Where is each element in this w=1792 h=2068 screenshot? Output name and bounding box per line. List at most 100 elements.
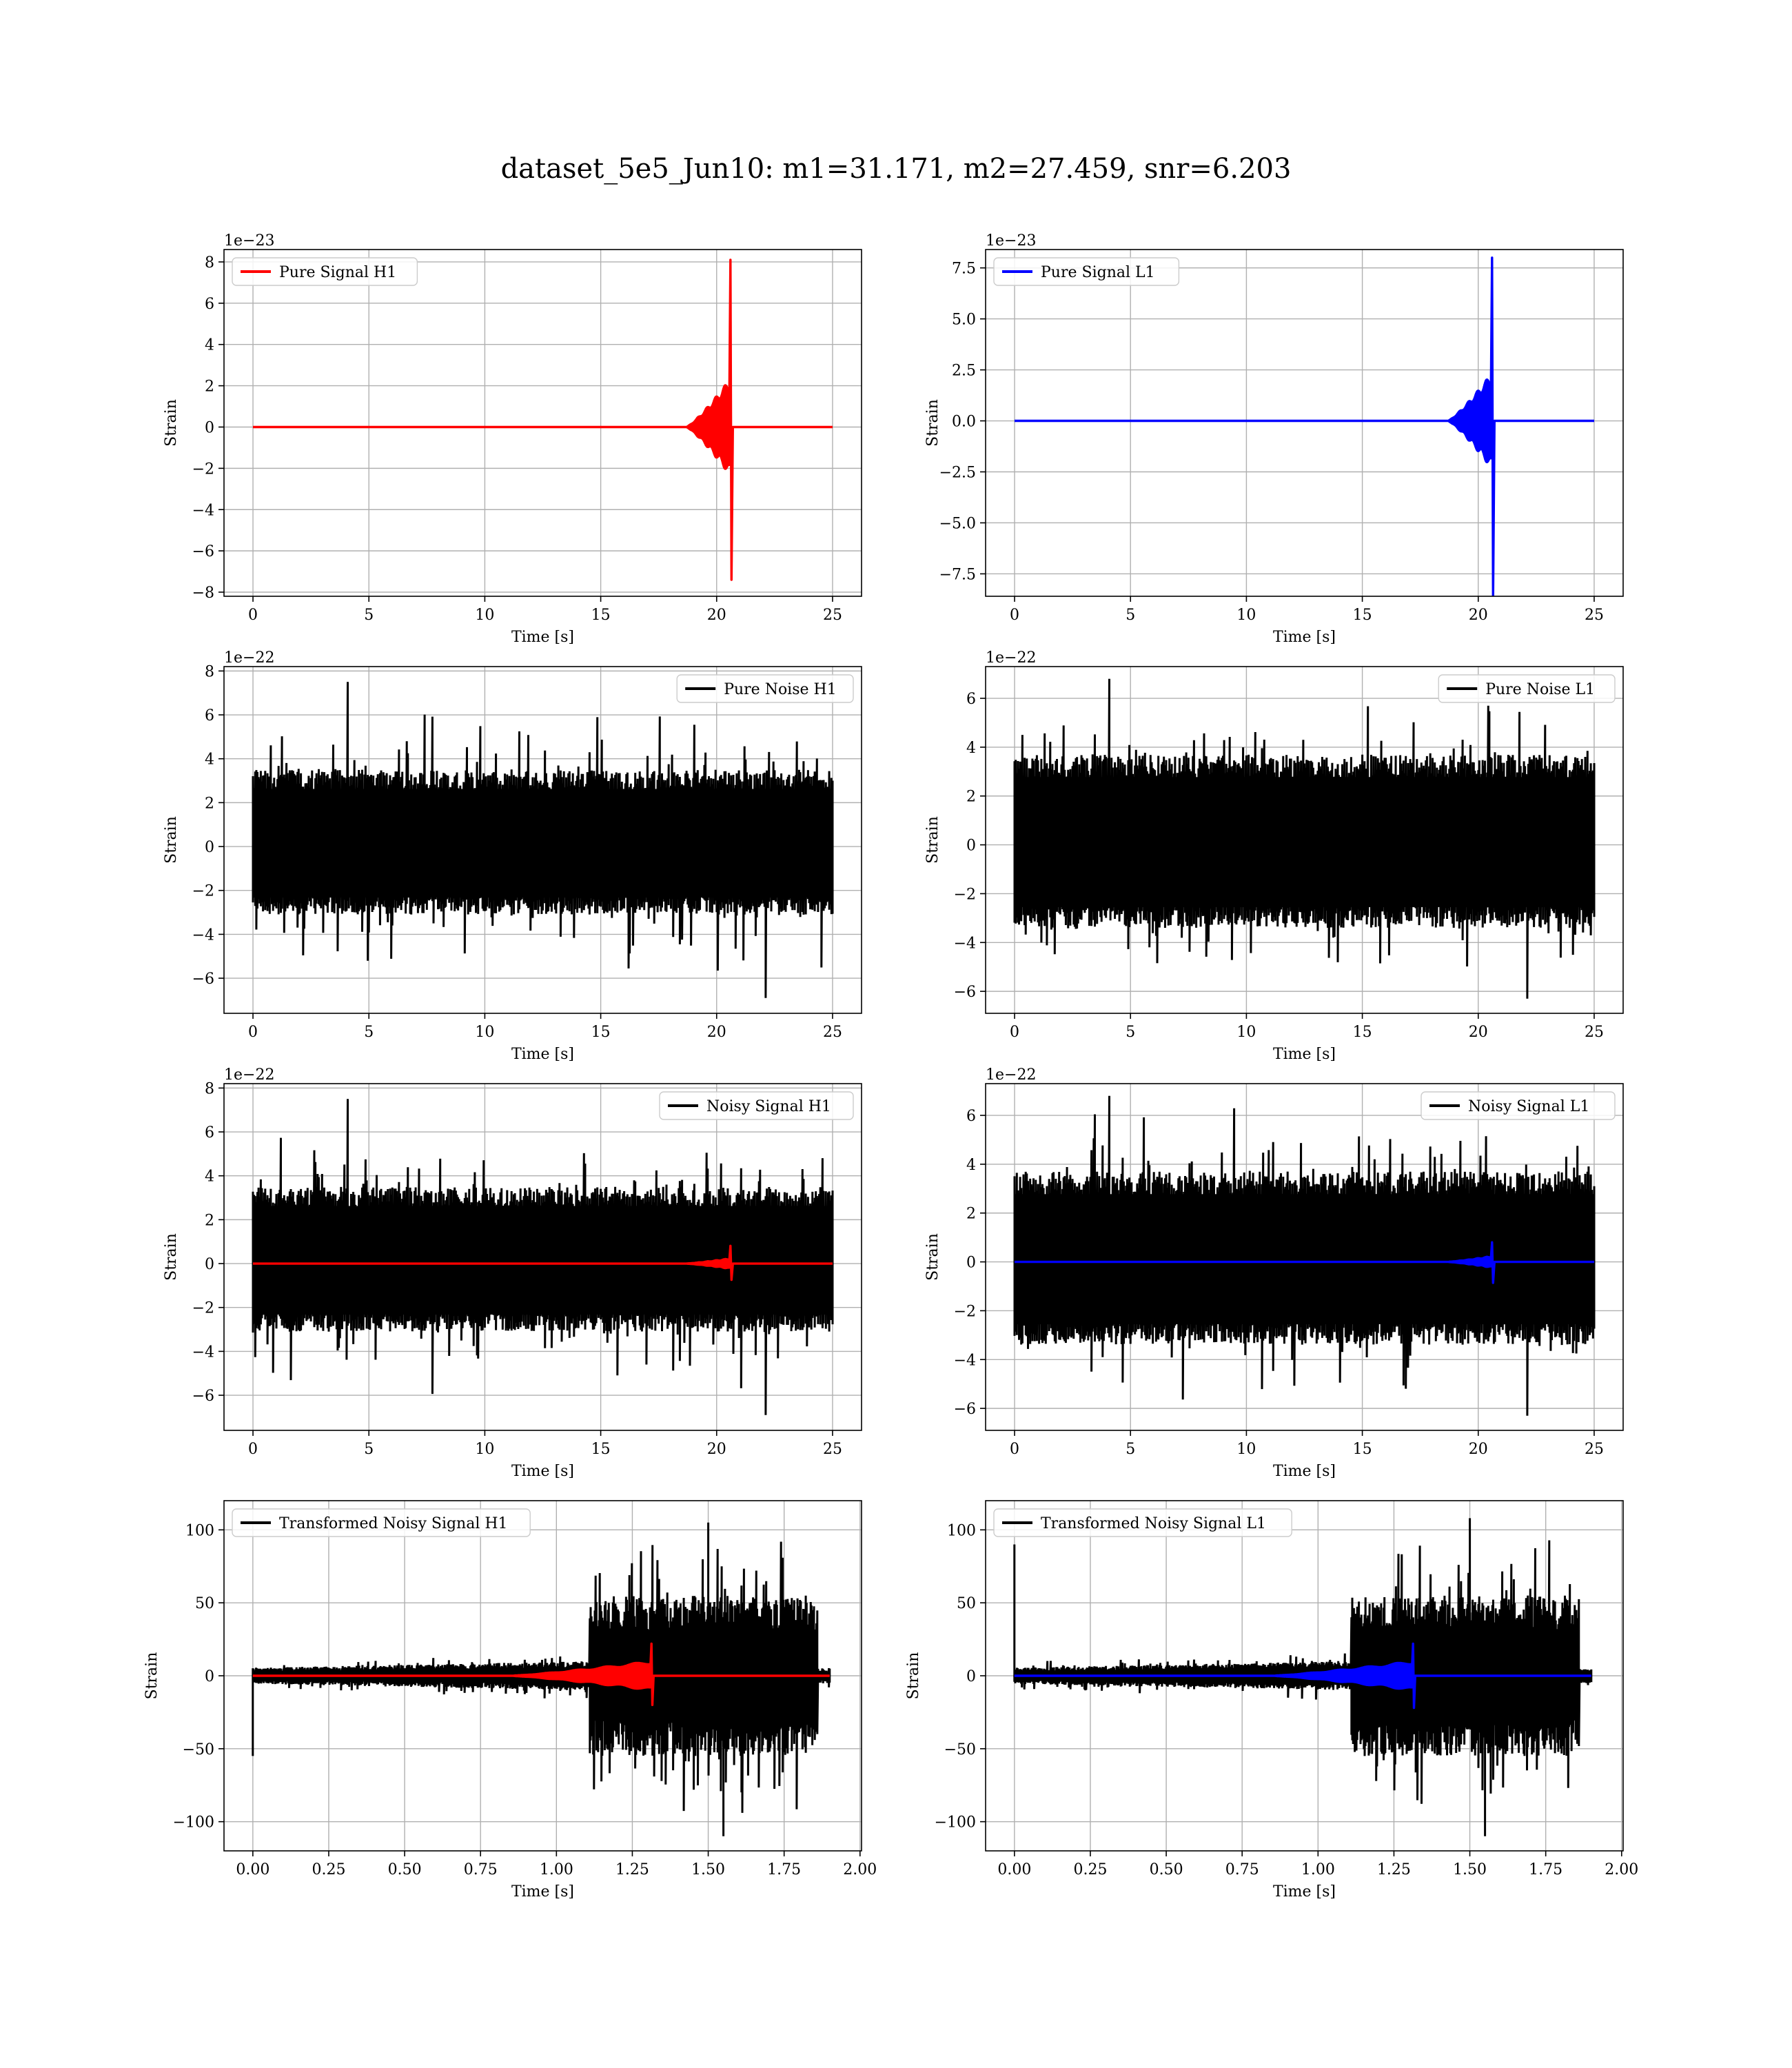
- x-tick-label: 0.50: [388, 1861, 422, 1878]
- x-tick-label: 5: [364, 1024, 374, 1041]
- y-tick-label: 0: [205, 419, 214, 436]
- y-tick-label: −100: [173, 1814, 214, 1832]
- x-axis-label: Time [s]: [1273, 1463, 1336, 1480]
- legend-label: Noisy Signal H1: [706, 1098, 831, 1115]
- y-tick-label: 0: [205, 1256, 214, 1273]
- x-tick-label: 25: [1585, 1441, 1604, 1458]
- y-tick-label: −2: [954, 1303, 976, 1320]
- y-tick-label: −4: [954, 1352, 976, 1369]
- y-tick-label: −2.5: [939, 465, 976, 482]
- axes-frame: [985, 1083, 1624, 1431]
- plot-area: [1015, 256, 1594, 596]
- y-tick-label: 2: [205, 378, 214, 396]
- legend-box: [232, 1508, 531, 1537]
- legend-label: Pure Noise H1: [724, 681, 837, 698]
- subplot-4: 0 5 10 15 20 25 −6 −4 −2 0 2 4 6 Time [s] Strain 1e−22 P…: [924, 649, 1624, 1063]
- series-line: [1014, 1642, 1591, 1710]
- x-tick-label: 15: [591, 607, 611, 624]
- x-tick-label: 5: [1126, 1024, 1135, 1041]
- axes-frame: [985, 249, 1624, 597]
- legend: Transformed Noisy Signal L1: [993, 1508, 1292, 1537]
- series-line: [252, 682, 834, 998]
- x-tick-label: 1.75: [1529, 1861, 1562, 1878]
- legend-box: [676, 674, 854, 703]
- legend-label: Pure Signal H1: [279, 264, 396, 281]
- y-tick-label: 4: [205, 337, 214, 354]
- x-tick-label: 2.00: [1605, 1861, 1638, 1878]
- y-axis-label: Strain: [163, 1233, 180, 1281]
- x-tick-label: 0: [1010, 607, 1019, 624]
- y-tick-label: 100: [185, 1522, 214, 1539]
- y-tick-label: 5.0: [952, 312, 976, 329]
- legend-box: [993, 1508, 1292, 1537]
- y-axis-label: Strain: [924, 816, 941, 864]
- legend: Pure Noise H1: [676, 674, 854, 703]
- series-line: [253, 1244, 833, 1281]
- subplot-3: 0 5 10 15 20 25 −6 −4 −2 0 2 4 6 8 Time [s] Strain 1e−22…: [163, 649, 862, 1063]
- axes-frame: [223, 666, 862, 1014]
- series-line: [252, 1642, 830, 1706]
- y-tick-label: −4: [192, 1344, 214, 1361]
- x-tick-label: 0.25: [312, 1861, 345, 1878]
- y-tick-label: 2: [205, 1212, 214, 1229]
- axis-offset-text: 1e−22: [986, 1066, 1036, 1084]
- x-tick-label: 15: [1353, 1024, 1372, 1041]
- x-tick-label: 0.25: [1073, 1861, 1107, 1878]
- x-tick-label: 25: [1585, 607, 1604, 624]
- y-tick-label: 0.0: [952, 414, 976, 431]
- y-tick-label: 8: [205, 663, 214, 680]
- y-tick-label: 50: [957, 1595, 976, 1612]
- legend: Noisy Signal L1: [1421, 1091, 1616, 1120]
- y-tick-label: −7.5: [939, 566, 976, 583]
- x-tick-label: 1.50: [691, 1861, 725, 1878]
- y-tick-label: −50: [183, 1741, 214, 1758]
- y-tick-label: 4: [205, 1168, 214, 1186]
- x-tick-label: 10: [1236, 1024, 1256, 1041]
- y-tick-label: −2: [192, 1300, 214, 1317]
- series-line: [252, 1099, 834, 1415]
- y-tick-label: 8: [205, 254, 214, 272]
- plot-area: [252, 682, 834, 998]
- x-tick-label: 10: [1236, 1441, 1256, 1458]
- x-tick-label: 25: [823, 1441, 842, 1458]
- x-tick-label: 1.50: [1453, 1861, 1487, 1878]
- x-tick-label: 1.00: [540, 1861, 573, 1878]
- subplot-1: 0 5 10 15 20 25 −8 −6 −4 −2 0 2 4 6 8 Time [s] Strain 1e−…: [163, 232, 862, 646]
- x-tick-label: 5: [1126, 1441, 1135, 1458]
- plot-area: [1013, 1518, 1593, 1836]
- y-tick-label: −4: [954, 935, 976, 952]
- subplot-7: 0.00 0.25 0.50 0.75 1.00 1.25 1.50 1.75 2.00 −100…: [143, 1500, 877, 1900]
- y-tick-label: −2: [954, 886, 976, 903]
- plot-area: [252, 1522, 831, 1836]
- x-tick-label: 15: [1353, 1441, 1372, 1458]
- y-axis-label: Strain: [163, 399, 180, 447]
- y-tick-label: 2: [966, 1206, 976, 1223]
- x-tick-label: 0: [248, 1024, 258, 1041]
- y-axis-label: Strain: [924, 1233, 941, 1281]
- axis-offset-text: 1e−22: [986, 649, 1036, 667]
- x-tick-label: 20: [707, 1024, 726, 1041]
- x-tick-label: 20: [1469, 1441, 1488, 1458]
- x-tick-label: 0.00: [997, 1861, 1031, 1878]
- y-tick-label: −6: [192, 971, 214, 988]
- legend: Transformed Noisy Signal H1: [232, 1508, 531, 1537]
- y-tick-label: −50: [944, 1741, 976, 1758]
- legend: Noisy Signal H1: [659, 1091, 854, 1120]
- axis-offset-text: 1e−22: [224, 649, 274, 667]
- y-tick-label: −100: [935, 1814, 976, 1832]
- x-tick-label: 10: [475, 1024, 494, 1041]
- x-tick-label: 0: [1010, 1024, 1019, 1041]
- x-tick-label: 0: [1010, 1441, 1019, 1458]
- x-tick-label: 25: [1585, 1024, 1604, 1041]
- y-tick-label: 50: [195, 1595, 214, 1612]
- x-tick-label: 5: [364, 1441, 374, 1458]
- x-tick-label: 15: [1353, 607, 1372, 624]
- y-tick-label: 0: [966, 1668, 976, 1685]
- y-tick-label: 0: [966, 1255, 976, 1272]
- axis-offset-text: 1e−23: [986, 232, 1036, 250]
- y-tick-label: 7.5: [952, 261, 976, 278]
- legend-label: Transformed Noisy Signal H1: [279, 1515, 508, 1532]
- y-tick-label: 6: [966, 691, 976, 708]
- x-tick-label: 20: [1469, 1024, 1488, 1041]
- x-tick-label: 5: [1126, 607, 1135, 624]
